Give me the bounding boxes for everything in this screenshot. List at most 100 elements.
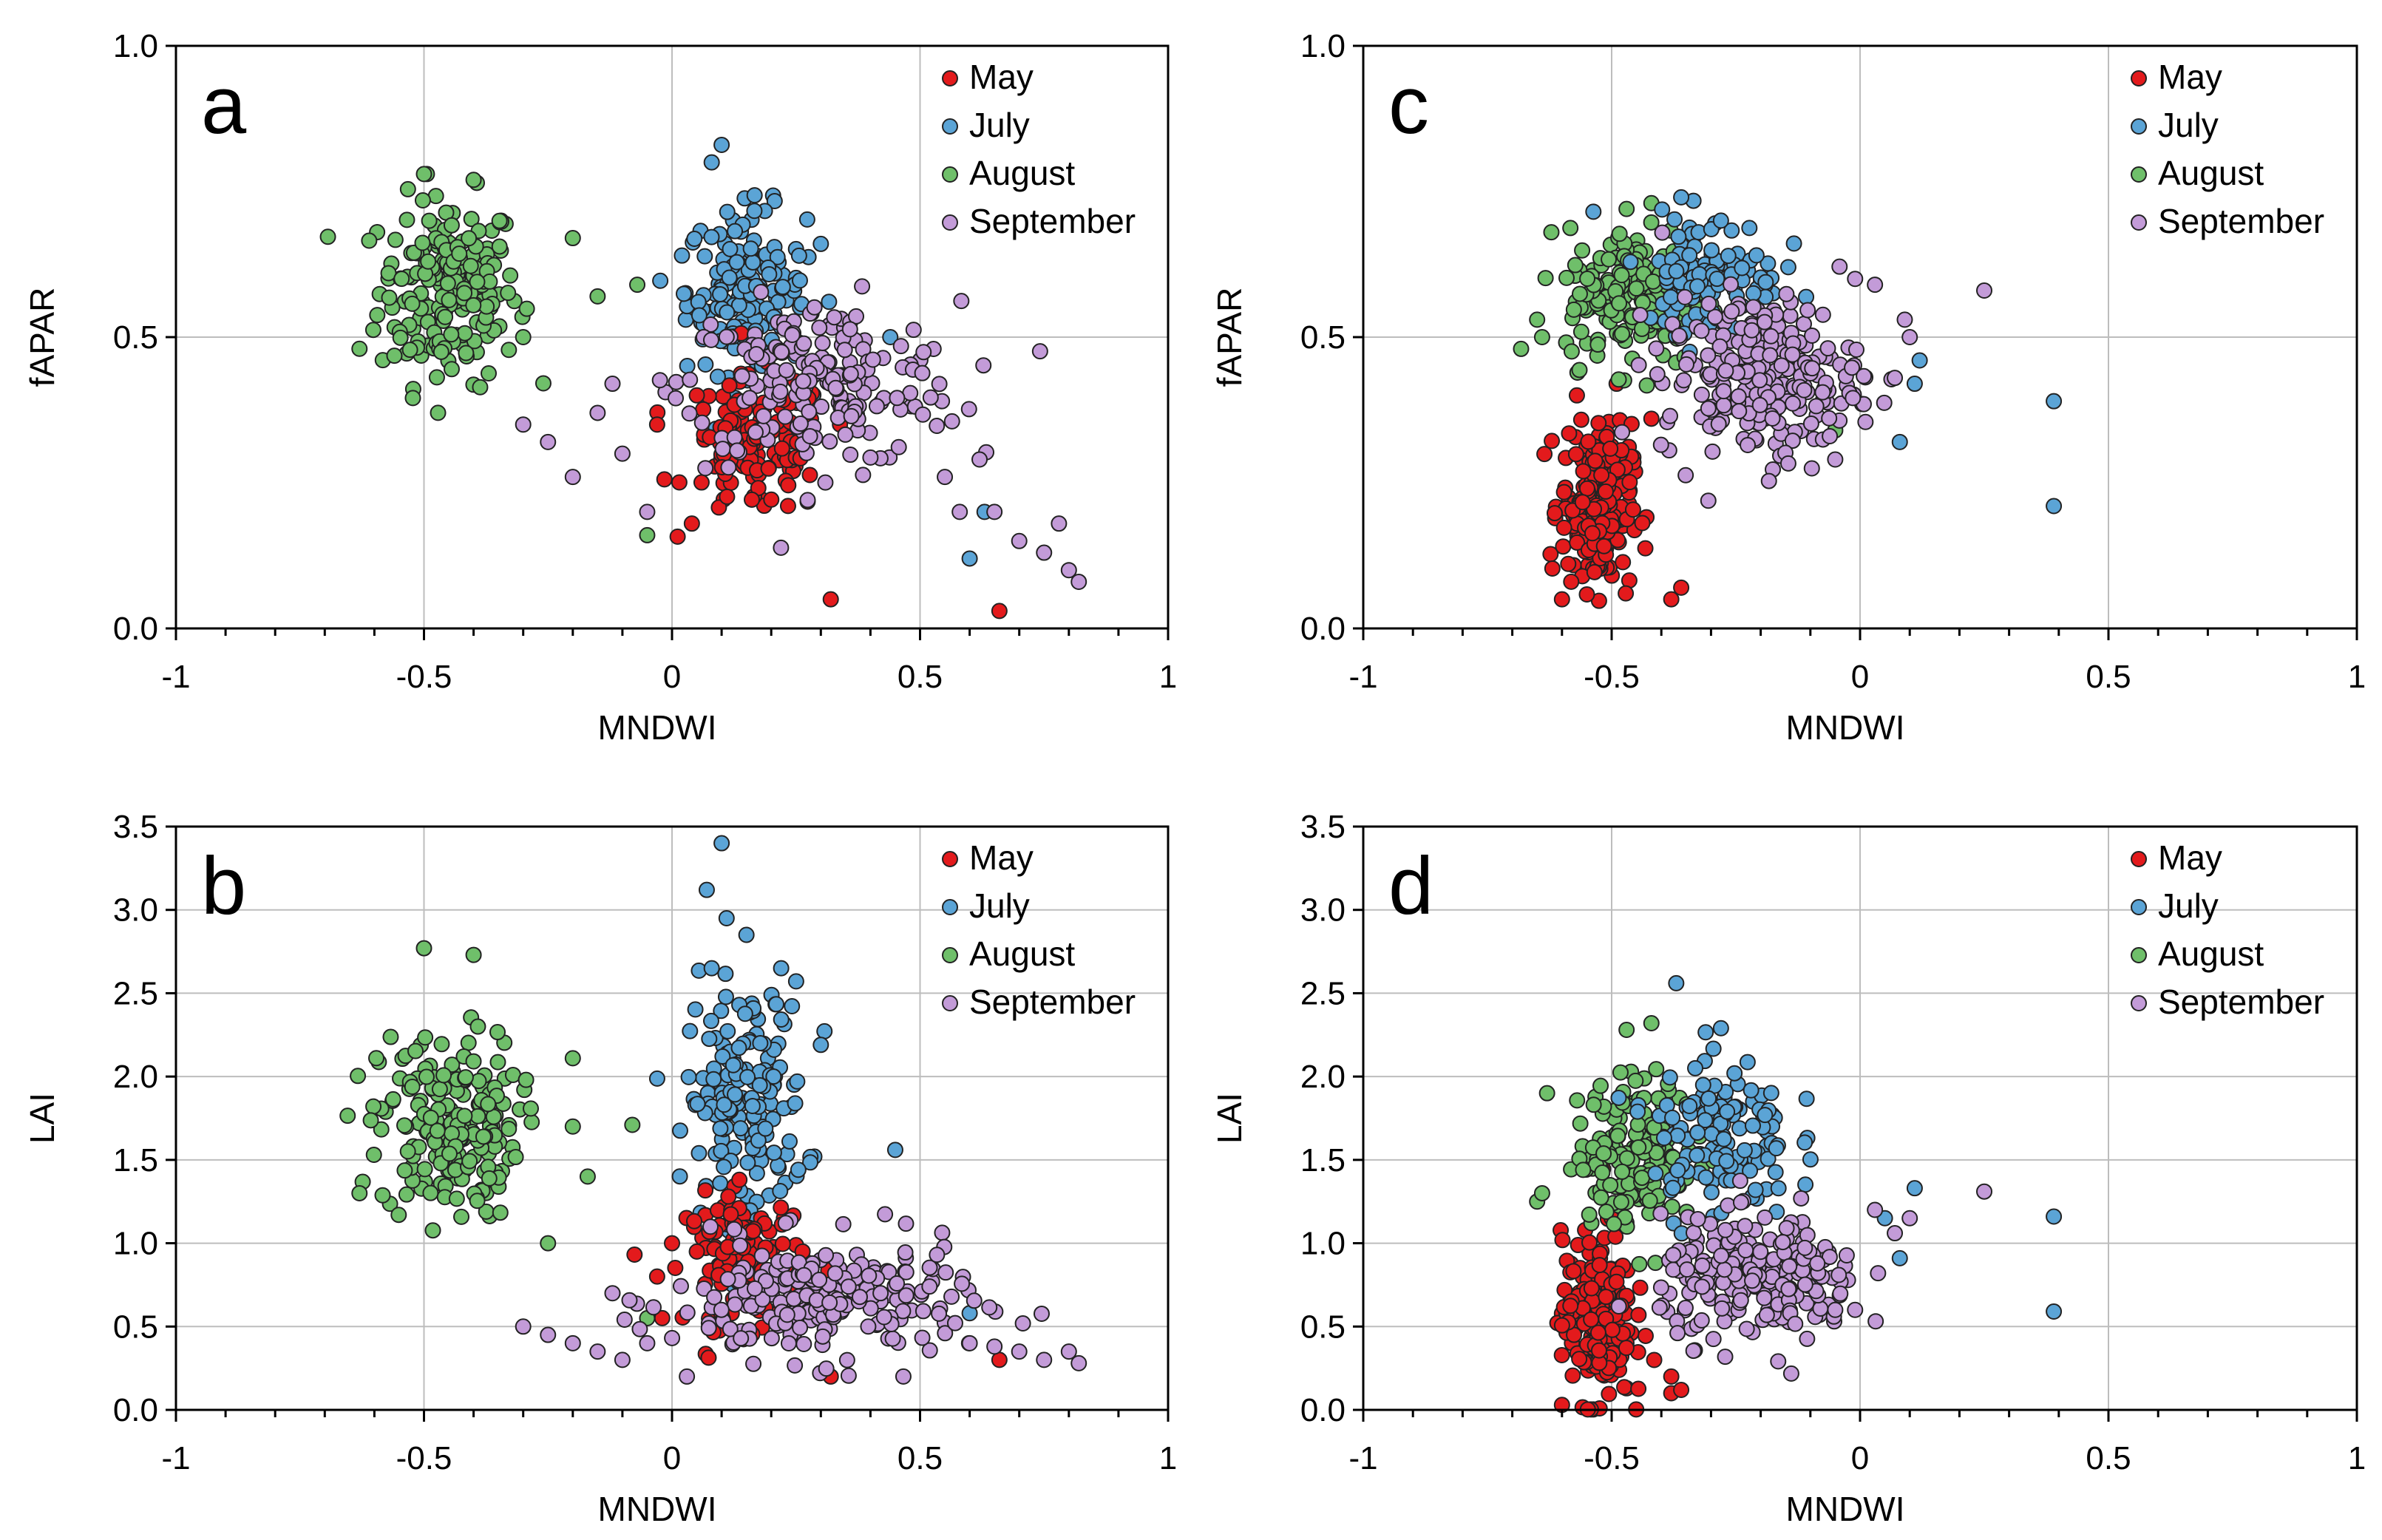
- point-september: [1717, 362, 1734, 379]
- point-july: [686, 230, 703, 247]
- point-july: [1712, 1020, 1729, 1037]
- point-august: [1618, 200, 1635, 217]
- point-august: [458, 345, 475, 362]
- point-may: [1586, 563, 1603, 580]
- point-july: [1768, 1140, 1785, 1157]
- legend: May July August September: [2131, 838, 2324, 1021]
- point-july: [1669, 1162, 1686, 1179]
- point-september: [1715, 383, 1732, 400]
- point-july: [1629, 1103, 1646, 1120]
- point-july: [716, 1159, 733, 1176]
- point-may: [774, 1235, 791, 1252]
- point-july: [2046, 1303, 2063, 1320]
- legend-label-august: August: [969, 934, 1075, 973]
- point-may: [780, 477, 797, 494]
- point-may: [1561, 425, 1578, 442]
- point-august: [1648, 1061, 1665, 1078]
- point-september: [1671, 328, 1688, 345]
- point-july: [751, 1076, 768, 1093]
- point-july: [773, 1011, 790, 1028]
- point-august: [365, 1098, 382, 1115]
- point-september: [1764, 410, 1781, 427]
- point-september: [1804, 327, 1821, 344]
- point-september: [1705, 1331, 1722, 1348]
- point-august: [500, 285, 517, 302]
- point-september: [951, 503, 968, 520]
- point-august: [1645, 273, 1662, 290]
- point-may: [1602, 440, 1619, 457]
- point-may: [1562, 1298, 1579, 1315]
- point-august: [1618, 1022, 1635, 1039]
- point-august: [441, 1145, 458, 1162]
- point-may: [626, 1246, 643, 1263]
- legend-marker-may: [2131, 70, 2147, 87]
- point-july: [781, 1133, 798, 1150]
- point-may: [1565, 1263, 1582, 1280]
- point-september: [818, 1360, 835, 1377]
- point-july: [772, 1182, 789, 1199]
- point-september: [837, 426, 854, 443]
- point-september: [697, 460, 714, 477]
- point-may: [1553, 1317, 1570, 1334]
- point-september: [1704, 443, 1721, 460]
- point-may: [648, 416, 665, 433]
- point-july: [1739, 1054, 1756, 1071]
- point-august: [1571, 362, 1588, 379]
- point-july: [1906, 1180, 1923, 1197]
- point-august: [1634, 1170, 1651, 1187]
- point-august: [387, 231, 404, 248]
- point-july: [1736, 1142, 1753, 1159]
- point-september: [614, 445, 631, 462]
- point-september: [1070, 1354, 1087, 1371]
- point-july: [1663, 288, 1680, 305]
- legend-marker-august: [942, 166, 958, 183]
- point-september: [875, 1309, 892, 1326]
- point-may: [1584, 525, 1601, 542]
- point-august: [393, 271, 410, 288]
- legend-label-august: August: [969, 154, 1075, 192]
- point-august: [1569, 1092, 1586, 1109]
- point-may: [695, 401, 712, 418]
- point-august: [1533, 329, 1550, 345]
- point-august: [350, 1068, 367, 1085]
- point-july: [791, 272, 808, 289]
- point-july: [1694, 1076, 1711, 1093]
- point-september: [1693, 386, 1710, 403]
- point-august: [465, 296, 482, 313]
- point-may: [1578, 480, 1595, 497]
- point-september: [1831, 258, 1848, 275]
- point-july: [1697, 1024, 1714, 1041]
- legend-label-may: May: [969, 838, 1034, 877]
- legend-marker-august: [942, 947, 958, 963]
- point-may: [801, 467, 818, 484]
- point-july: [1666, 211, 1683, 228]
- point-august: [407, 1042, 424, 1059]
- legend-marker-may: [942, 851, 958, 867]
- legend-marker-may: [942, 70, 958, 87]
- point-may: [1563, 573, 1580, 590]
- point-may: [731, 1171, 748, 1188]
- point-september: [706, 1289, 723, 1306]
- point-september: [718, 328, 735, 345]
- point-may: [1608, 1273, 1625, 1290]
- point-august: [364, 322, 381, 339]
- point-september: [1700, 492, 1717, 509]
- point-september: [589, 1343, 606, 1360]
- point-july: [1622, 254, 1639, 271]
- point-august: [1612, 1193, 1629, 1210]
- point-may: [1546, 505, 1563, 522]
- point-august: [469, 1018, 486, 1035]
- point-september: [1901, 1210, 1918, 1227]
- point-may: [667, 1260, 684, 1277]
- point-september: [1796, 1239, 1813, 1256]
- point-august: [404, 390, 421, 407]
- point-august: [414, 192, 431, 209]
- point-september: [895, 1368, 912, 1385]
- point-may: [760, 460, 777, 477]
- point-july: [1744, 1117, 1761, 1134]
- point-september: [1751, 372, 1768, 389]
- point-may: [1578, 586, 1595, 603]
- y-tick-label: 0.5: [113, 1309, 158, 1345]
- point-august: [1567, 257, 1584, 274]
- point-july: [1785, 235, 1802, 252]
